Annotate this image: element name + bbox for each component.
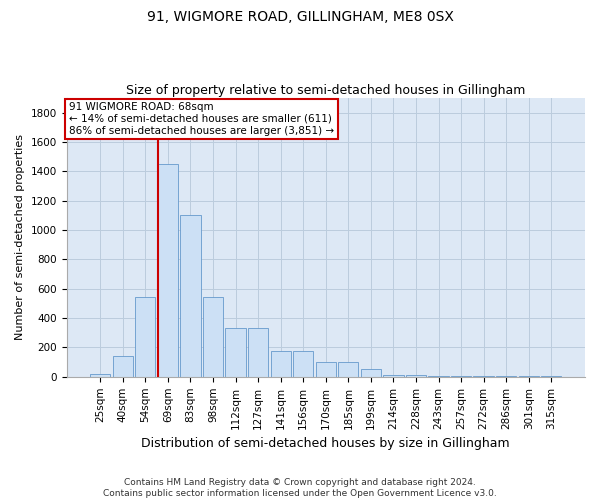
Bar [135,297,155,377]
Bar [338,362,358,377]
Bar [293,351,313,377]
Bar [473,376,494,377]
Bar [226,328,246,377]
Bar [451,376,471,377]
Bar [316,362,336,377]
Bar [496,376,517,377]
Bar [113,356,133,377]
Bar [406,374,426,377]
Bar [271,351,291,377]
Y-axis label: Number of semi-detached properties: Number of semi-detached properties [15,134,25,340]
Bar [181,216,200,377]
Text: 91 WIGMORE ROAD: 68sqm
← 14% of semi-detached houses are smaller (611)
86% of se: 91 WIGMORE ROAD: 68sqm ← 14% of semi-det… [69,102,334,136]
Bar [248,328,268,377]
Title: Size of property relative to semi-detached houses in Gillingham: Size of property relative to semi-detach… [126,84,526,97]
X-axis label: Distribution of semi-detached houses by size in Gillingham: Distribution of semi-detached houses by … [142,437,510,450]
Bar [383,374,404,377]
Bar [428,376,449,377]
Bar [90,374,110,377]
Bar [361,370,381,377]
Text: 91, WIGMORE ROAD, GILLINGHAM, ME8 0SX: 91, WIGMORE ROAD, GILLINGHAM, ME8 0SX [146,10,454,24]
Bar [203,297,223,377]
Bar [158,164,178,377]
Text: Contains HM Land Registry data © Crown copyright and database right 2024.
Contai: Contains HM Land Registry data © Crown c… [103,478,497,498]
